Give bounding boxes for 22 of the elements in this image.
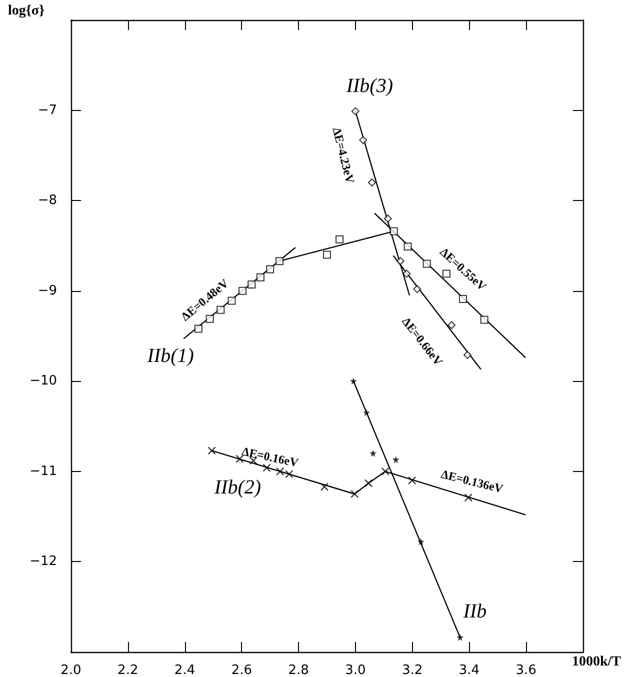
- y-axis-title: log{σ}: [8, 4, 46, 18]
- annotation: IIb: [462, 600, 487, 622]
- x-tick-label: 3.2: [402, 663, 423, 677]
- y-tick-label: −12: [30, 554, 57, 570]
- x-tick-label: 2.8: [288, 663, 309, 677]
- y-tick-label: −10: [30, 374, 57, 389]
- y-tick-label: −7: [38, 102, 57, 118]
- x-tick-label: 3.0: [345, 663, 366, 677]
- annotation: IIb(2): [213, 476, 262, 499]
- x-tick-label: 2.6: [231, 663, 252, 677]
- x-tick-label: 2.2: [118, 663, 138, 677]
- x-axis-title: 1000k/T: [572, 654, 622, 670]
- y-tick-label: −8: [38, 193, 57, 208]
- annotation: IIb(3): [345, 74, 394, 97]
- x-tick-label: 3.4: [458, 663, 480, 677]
- x-tick-label: 2.4: [174, 663, 196, 677]
- y-tick-label: −11: [30, 464, 57, 479]
- y-tick-label: −9: [38, 283, 57, 298]
- x-tick-label: 3.6: [516, 663, 536, 677]
- annotation: ΔE=0.16eV: [240, 444, 300, 470]
- x-tick-label: 2.0: [60, 663, 82, 677]
- annotation: IIb(1): [146, 344, 194, 367]
